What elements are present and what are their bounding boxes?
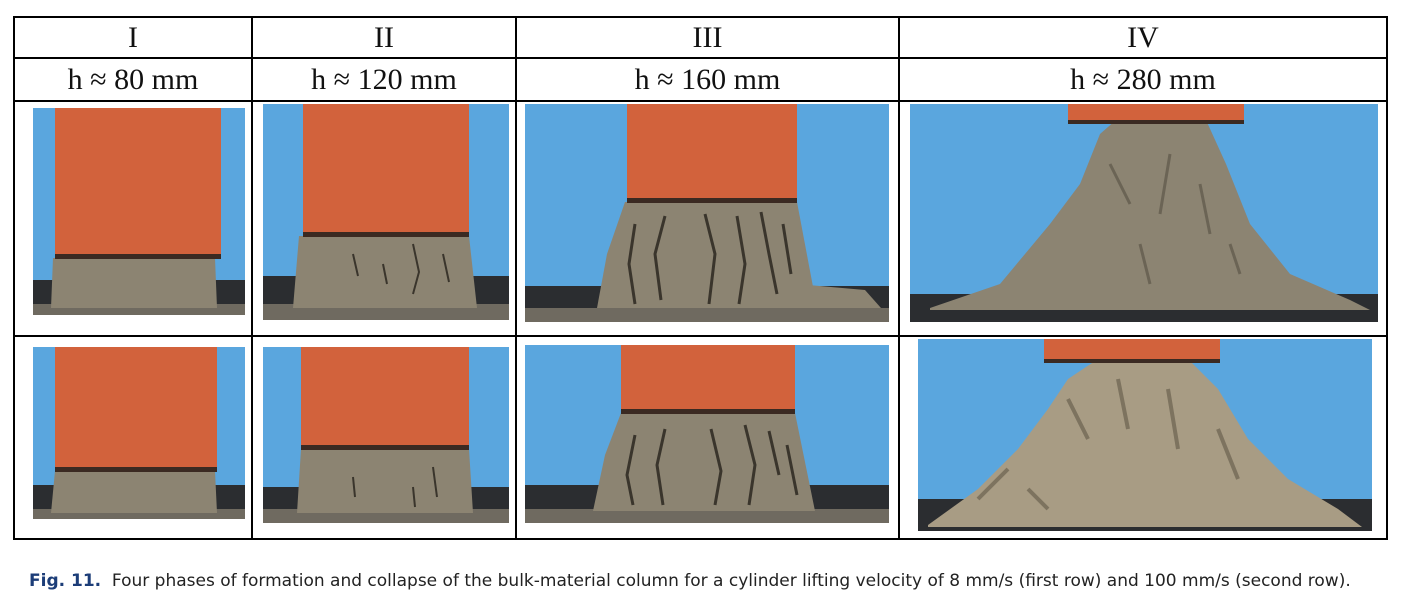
phase-header-1: I <box>13 16 253 59</box>
photo-phase-1-fast <box>33 347 245 519</box>
photo-phase-4-fast <box>918 339 1372 531</box>
photo-phase-2-slow <box>263 104 509 320</box>
phase-header-2: II <box>251 16 517 59</box>
height-label-3: h ≈ 160 mm <box>515 57 900 102</box>
photo-phase-3-slow <box>525 104 889 322</box>
photo-phase-3-fast <box>525 345 889 523</box>
photo-cell-r1-c1 <box>13 100 253 337</box>
figure-caption-text: Four phases of formation and collapse of… <box>111 571 1351 591</box>
photo-phase-2-fast <box>263 347 509 523</box>
photo-cell-r2-c3 <box>515 335 900 540</box>
figure-table: I II III IV h ≈ 80 mm h ≈ 120 mm h ≈ 160… <box>13 16 1388 540</box>
height-label-1: h ≈ 80 mm <box>13 57 253 102</box>
figure-label: Fig. 11. <box>29 571 102 591</box>
height-label-2: h ≈ 120 mm <box>251 57 517 102</box>
photo-cell-r2-c4 <box>898 335 1388 540</box>
photo-cell-r2-c2 <box>251 335 517 540</box>
photo-phase-1-slow <box>33 108 245 315</box>
photo-cell-r1-c3 <box>515 100 900 337</box>
phase-header-3: III <box>515 16 900 59</box>
photo-phase-4-slow <box>910 104 1378 322</box>
figure-caption: Fig. 11. Four phases of formation and co… <box>29 571 1351 591</box>
photo-cell-r2-c1 <box>13 335 253 540</box>
photo-cell-r1-c4 <box>898 100 1388 337</box>
photo-cell-r1-c2 <box>251 100 517 337</box>
phase-header-4: IV <box>898 16 1388 59</box>
height-label-4: h ≈ 280 mm <box>898 57 1388 102</box>
